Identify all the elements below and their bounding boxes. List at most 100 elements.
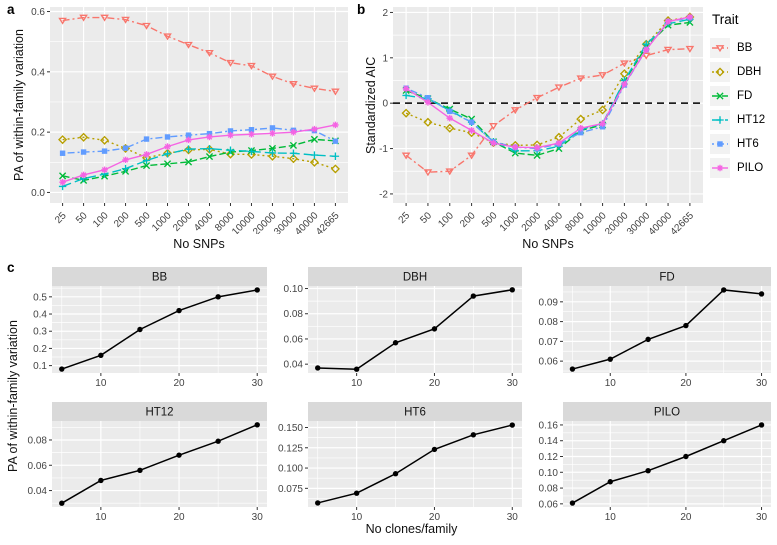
- marker-plus: [226, 146, 235, 154]
- marker-triangle-down-open: [205, 49, 214, 57]
- legend-key-background: [710, 38, 730, 58]
- legend-entry-DBH: DBH: [710, 60, 765, 84]
- marker-x: [310, 135, 319, 143]
- legend-entry-BB: BB: [710, 36, 765, 60]
- marker-asterisk: [446, 114, 454, 122]
- series-line-FD: [62, 138, 336, 182]
- marker-point: [758, 422, 765, 428]
- marker-diamond-open: [330, 164, 340, 174]
- panel-c-chart: BB 0.1 0.2 0.3 0.4 0.5 10 20 30 DBH 0.04 0.06 0.08 0.…: [28, 267, 771, 522]
- x-tick-label: 20: [173, 378, 185, 389]
- marker-x: [289, 141, 298, 149]
- marker-triangle-down-open: [641, 52, 651, 60]
- legend-entries: BB DBH FD HT12 HT6 PILO: [710, 36, 765, 180]
- x-tick-label: 25: [397, 210, 413, 226]
- marker-plus: [205, 145, 214, 153]
- y-tick-label: 0.1: [33, 361, 47, 372]
- marker-point: [683, 322, 689, 329]
- facet-series-line: [61, 289, 258, 370]
- y-tick-label: -1: [379, 144, 388, 155]
- marker-point: [758, 291, 765, 297]
- marker-point: [254, 422, 260, 428]
- x-tick-label: 10: [95, 378, 107, 389]
- plot-background: [563, 286, 771, 373]
- marker-point: [254, 287, 260, 293]
- x-tick-label: 50: [74, 210, 90, 226]
- marker-plus: [184, 145, 193, 153]
- marker-point: [215, 438, 221, 444]
- marker-point: [721, 438, 727, 444]
- marker-square-filled: [578, 129, 584, 136]
- legend: Trait BB DBH FD HT12 HT6 PILO: [703, 0, 777, 258]
- marker-square-filled: [164, 134, 171, 140]
- marker-triangle-down-open: [121, 16, 130, 24]
- legend-entry-FD: FD: [710, 84, 765, 108]
- x-tick-label: 200: [112, 210, 132, 230]
- y-tick-label: 0.10: [539, 468, 559, 479]
- marker-diamond-open: [225, 149, 236, 159]
- marker-diamond-open: [288, 154, 298, 164]
- marker-point: [470, 293, 477, 299]
- marker-triangle-down-open: [268, 73, 277, 81]
- x-tick-label: 30: [507, 378, 519, 389]
- facet-strip-label: FD: [659, 272, 674, 284]
- facet-strip-label: DBH: [403, 272, 427, 284]
- y-tick-label: 0.12: [539, 452, 559, 463]
- y-tick-label: 0.150: [278, 423, 303, 434]
- marker-asterisk: [599, 120, 606, 127]
- marker-point: [137, 467, 143, 474]
- plot-background: [52, 286, 267, 373]
- marker-asterisk: [206, 133, 213, 141]
- legend-label: HT6: [737, 138, 759, 150]
- marker-diamond-open: [445, 123, 455, 133]
- marker-triangle-down-open: [489, 122, 498, 130]
- marker-x: [142, 162, 151, 170]
- x-tick-label: 4000: [542, 210, 566, 234]
- y-tick-label: 0.04: [284, 360, 304, 371]
- marker-point: [353, 366, 360, 372]
- marker-asterisk: [332, 121, 339, 129]
- x-tick-label: 20: [429, 378, 441, 389]
- marker-square-filled: [227, 128, 234, 134]
- series-line-HT6: [405, 17, 691, 150]
- marker-point: [392, 340, 399, 346]
- y-tick-label: 0.06: [539, 357, 559, 368]
- y-tick-label: 0.08: [284, 309, 304, 320]
- marker-square-filled: [206, 130, 213, 137]
- series-line-DBH: [62, 136, 336, 170]
- panel-a-label: a: [7, 2, 15, 17]
- x-tick-label: 30: [507, 512, 519, 522]
- marker-point: [59, 366, 65, 372]
- x-tick-label: 20: [680, 378, 692, 389]
- y-tick-label: 0.2: [31, 128, 45, 139]
- facet-series-line: [572, 289, 762, 370]
- marker-point: [315, 500, 321, 506]
- marker-asterisk: [143, 151, 150, 158]
- marker-diamond-open: [267, 151, 278, 161]
- y-tick-label: 0.4: [33, 310, 47, 321]
- legend-key-background: [710, 62, 730, 82]
- y-tick-label: 0.100: [278, 464, 303, 475]
- marker-triangle-down-open: [445, 168, 455, 176]
- marker-diamond-open: [309, 157, 319, 167]
- x-tick-label: 200: [458, 210, 478, 230]
- panel-a-x-axis-title: No SNPs: [173, 237, 225, 251]
- legend-entry-PILO: PILO: [710, 156, 765, 180]
- marker-triangle-down-open: [554, 84, 564, 92]
- x-tick-label: 30: [756, 378, 768, 389]
- panel-b-label: b: [357, 2, 366, 17]
- x-tick-label: 20: [680, 512, 692, 522]
- marker-diamond-open: [58, 135, 68, 145]
- x-tick-label: 42665: [669, 210, 697, 234]
- panel-a: a PA of within-family variation 0.0 0.2 0.…: [0, 0, 385, 258]
- marker-square-filled: [185, 132, 192, 138]
- marker-square-filled: [332, 138, 339, 144]
- y-tick-label: 0.09: [539, 297, 559, 308]
- marker-asterisk: [555, 139, 563, 147]
- marker-plus: [331, 152, 340, 160]
- panel-c: c PA of within-family variation BB 0.1 0.2…: [0, 260, 777, 545]
- marker-asterisk: [664, 18, 672, 25]
- marker-triangle-down-open: [226, 59, 235, 67]
